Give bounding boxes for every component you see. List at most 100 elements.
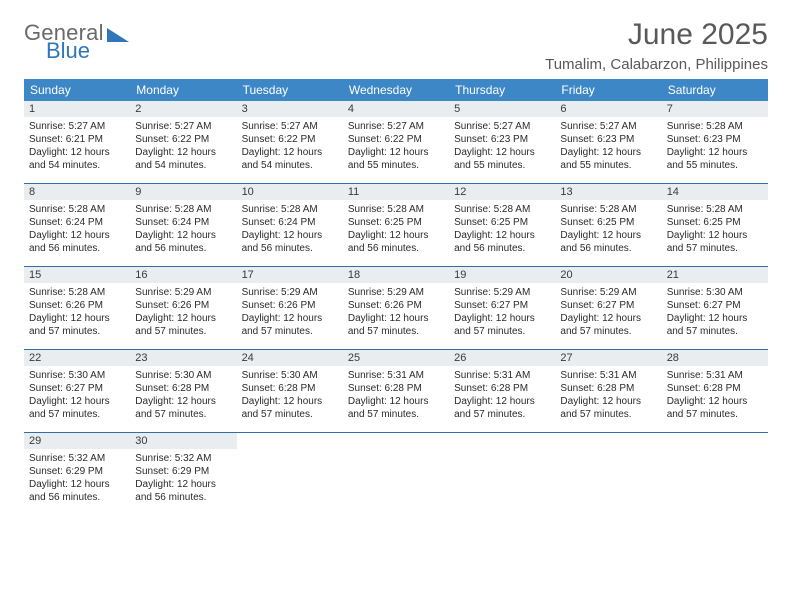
day-info: Sunrise: 5:29 AMSunset: 6:27 PMDaylight:…	[560, 286, 656, 338]
day-number: 27	[555, 350, 661, 366]
day-info: Sunrise: 5:29 AMSunset: 6:27 PMDaylight:…	[454, 286, 550, 338]
sunset-text: Sunset: 6:29 PM	[135, 465, 231, 478]
sunset-text: Sunset: 6:24 PM	[242, 216, 338, 229]
day-info: Sunrise: 5:28 AMSunset: 6:24 PMDaylight:…	[29, 203, 125, 255]
day-info: Sunrise: 5:29 AMSunset: 6:26 PMDaylight:…	[135, 286, 231, 338]
day-number: 11	[343, 184, 449, 200]
calendar-cell: 9Sunrise: 5:28 AMSunset: 6:24 PMDaylight…	[130, 184, 236, 267]
day-info: Sunrise: 5:27 AMSunset: 6:21 PMDaylight:…	[29, 120, 125, 172]
sunset-text: Sunset: 6:25 PM	[454, 216, 550, 229]
sunset-text: Sunset: 6:22 PM	[135, 133, 231, 146]
sunset-text: Sunset: 6:25 PM	[667, 216, 763, 229]
calendar-table: Sunday Monday Tuesday Wednesday Thursday…	[24, 79, 768, 515]
calendar-cell: 29 Sunrise: 5:32 AMSunset: 6:29 PMDayligh…	[24, 433, 130, 516]
sunrise-text: Sunrise: 5:28 AM	[348, 203, 444, 216]
brand-logo: General Blue	[24, 22, 129, 62]
day-number: 18	[343, 267, 449, 283]
calendar-cell: 5 Sunrise: 5:27 AMSunset: 6:23 PMDaylight…	[449, 101, 555, 184]
calendar-cell: 21Sunrise: 5:30 AMSunset: 6:27 PMDayligh…	[662, 267, 768, 350]
day-info: Sunrise: 5:28 AMSunset: 6:25 PMDaylight:…	[560, 203, 656, 255]
calendar-cell: 22Sunrise: 5:30 AMSunset: 6:27 PMDayligh…	[24, 350, 130, 433]
day-info: Sunrise: 5:31 AMSunset: 6:28 PMDaylight:…	[560, 369, 656, 421]
sunrise-text: Sunrise: 5:29 AM	[348, 286, 444, 299]
day-info: Sunrise: 5:28 AMSunset: 6:24 PMDaylight:…	[135, 203, 231, 255]
day-number: 13	[555, 184, 661, 200]
calendar-cell: 28 Sunrise: 5:31 AMSunset: 6:28 PMDayligh…	[662, 350, 768, 433]
sunset-text: Sunset: 6:25 PM	[560, 216, 656, 229]
daylight-text: Daylight: 12 hours and 57 minutes.	[560, 312, 656, 338]
calendar-cell: 17Sunrise: 5:29 AMSunset: 6:26 PMDayligh…	[237, 267, 343, 350]
sunset-text: Sunset: 6:28 PM	[348, 382, 444, 395]
sunrise-text: Sunrise: 5:31 AM	[348, 369, 444, 382]
calendar-cell: 3Sunrise: 5:27 AMSunset: 6:22 PMDaylight…	[237, 101, 343, 184]
day-number: 12	[449, 184, 555, 200]
sunrise-text: Sunrise: 5:29 AM	[560, 286, 656, 299]
day-info: Sunrise: 5:28 AMSunset: 6:26 PMDaylight:…	[29, 286, 125, 338]
sunrise-text: Sunrise: 5:28 AM	[667, 120, 763, 133]
calendar-cell: 30Sunrise: 5:32 AMSunset: 6:29 PMDayligh…	[130, 433, 236, 516]
calendar-cell: 6Sunrise: 5:27 AMSunset: 6:23 PMDaylight…	[555, 101, 661, 184]
sunrise-text: Sunrise: 5:30 AM	[242, 369, 338, 382]
sunrise-text: Sunrise: 5:28 AM	[454, 203, 550, 216]
day-number: 19	[449, 267, 555, 283]
daylight-text: Daylight: 12 hours and 56 minutes.	[454, 229, 550, 255]
sunset-text: Sunset: 6:29 PM	[29, 465, 125, 478]
day-info: Sunrise: 5:32 AMSunset: 6:29 PMDaylight:…	[135, 452, 231, 504]
calendar-cell: .	[555, 433, 661, 516]
calendar-cell: 25 Sunrise: 5:31 AMSunset: 6:28 PMDayligh…	[343, 350, 449, 433]
day-info: Sunrise: 5:30 AMSunset: 6:28 PMDaylight:…	[242, 369, 338, 421]
day-number: 25	[343, 350, 449, 366]
daylight-text: Daylight: 12 hours and 56 minutes.	[560, 229, 656, 255]
sunrise-text: Sunrise: 5:29 AM	[242, 286, 338, 299]
calendar-cell: 19 Sunrise: 5:29 AMSunset: 6:27 PMDayligh…	[449, 267, 555, 350]
daylight-text: Daylight: 12 hours and 57 minutes.	[348, 395, 444, 421]
day-info: Sunrise: 5:29 AMSunset: 6:26 PMDaylight:…	[242, 286, 338, 338]
day-info: Sunrise: 5:27 AMSunset: 6:22 PMDaylight:…	[348, 120, 444, 172]
sunset-text: Sunset: 6:27 PM	[667, 299, 763, 312]
calendar-cell: 24Sunrise: 5:30 AMSunset: 6:28 PMDayligh…	[237, 350, 343, 433]
daylight-text: Daylight: 12 hours and 57 minutes.	[454, 312, 550, 338]
day-info: Sunrise: 5:31 AMSunset: 6:28 PMDaylight:…	[348, 369, 444, 421]
calendar-cell: 18Sunrise: 5:29 AMSunset: 6:26 PMDayligh…	[343, 267, 449, 350]
day-header: Saturday	[662, 79, 768, 101]
day-info: Sunrise: 5:28 AMSunset: 6:25 PMDaylight:…	[348, 203, 444, 255]
day-info: Sunrise: 5:27 AMSunset: 6:23 PMDaylight:…	[454, 120, 550, 172]
calendar-cell: 2Sunrise: 5:27 AMSunset: 6:22 PMDaylight…	[130, 101, 236, 184]
day-number: 29	[24, 433, 130, 449]
sunset-text: Sunset: 6:27 PM	[454, 299, 550, 312]
day-number: 28	[662, 350, 768, 366]
sunrise-text: Sunrise: 5:27 AM	[560, 120, 656, 133]
day-info: Sunrise: 5:32 AMSunset: 6:29 PMDaylight:…	[29, 452, 125, 504]
sunrise-text: Sunrise: 5:28 AM	[29, 286, 125, 299]
calendar-week-row: 1Sunrise: 5:27 AMSunset: 6:21 PMDaylight…	[24, 101, 768, 184]
day-header: Friday	[555, 79, 661, 101]
day-info: Sunrise: 5:31 AMSunset: 6:28 PMDaylight:…	[454, 369, 550, 421]
day-number: 6	[555, 101, 661, 117]
daylight-text: Daylight: 12 hours and 57 minutes.	[29, 395, 125, 421]
calendar-cell: 4 Sunrise: 5:27 AMSunset: 6:22 PMDaylight…	[343, 101, 449, 184]
day-number: 16	[130, 267, 236, 283]
calendar-cell: 8 Sunrise: 5:28 AMSunset: 6:24 PMDaylight…	[24, 184, 130, 267]
sunset-text: Sunset: 6:28 PM	[135, 382, 231, 395]
calendar-cell: .	[662, 433, 768, 516]
day-header: Wednesday	[343, 79, 449, 101]
day-header: Tuesday	[237, 79, 343, 101]
day-number: 8	[24, 184, 130, 200]
day-number: 4	[343, 101, 449, 117]
calendar-cell: 10Sunrise: 5:28 AMSunset: 6:24 PMDayligh…	[237, 184, 343, 267]
day-number: 5	[449, 101, 555, 117]
sunset-text: Sunset: 6:28 PM	[560, 382, 656, 395]
sunrise-text: Sunrise: 5:32 AM	[29, 452, 125, 465]
daylight-text: Daylight: 12 hours and 57 minutes.	[667, 312, 763, 338]
daylight-text: Daylight: 12 hours and 57 minutes.	[242, 312, 338, 338]
day-info: Sunrise: 5:31 AMSunset: 6:28 PMDaylight:…	[667, 369, 763, 421]
calendar-cell: 26 Sunrise: 5:31 AMSunset: 6:28 PMDayligh…	[449, 350, 555, 433]
day-number: 2	[130, 101, 236, 117]
day-number: 26	[449, 350, 555, 366]
sunrise-text: Sunrise: 5:27 AM	[242, 120, 338, 133]
day-info: Sunrise: 5:28 AMSunset: 6:25 PMDaylight:…	[667, 203, 763, 255]
sunrise-text: Sunrise: 5:27 AM	[29, 120, 125, 133]
brand-word-2: Blue	[46, 40, 129, 62]
sunrise-text: Sunrise: 5:28 AM	[667, 203, 763, 216]
daylight-text: Daylight: 12 hours and 55 minutes.	[667, 146, 763, 172]
